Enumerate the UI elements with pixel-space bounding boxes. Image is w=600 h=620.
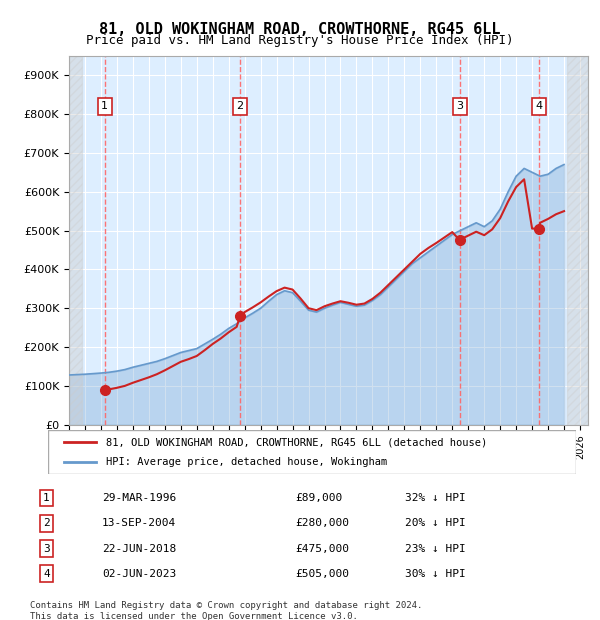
Bar: [69, 56, 82, 425]
Text: 4: 4: [43, 569, 50, 578]
Text: £505,000: £505,000: [295, 569, 349, 578]
Text: Price paid vs. HM Land Registry's House Price Index (HPI): Price paid vs. HM Land Registry's House …: [86, 34, 514, 47]
Text: 81, OLD WOKINGHAM ROAD, CROWTHORNE, RG45 6LL (detached house): 81, OLD WOKINGHAM ROAD, CROWTHORNE, RG45…: [106, 437, 487, 447]
FancyBboxPatch shape: [48, 430, 576, 474]
Text: 22-JUN-2018: 22-JUN-2018: [102, 544, 176, 554]
Text: 81, OLD WOKINGHAM ROAD, CROWTHORNE, RG45 6LL: 81, OLD WOKINGHAM ROAD, CROWTHORNE, RG45…: [99, 22, 501, 37]
Text: 2: 2: [236, 101, 244, 111]
Text: 1: 1: [101, 101, 108, 111]
Bar: [567, 56, 588, 425]
Text: £280,000: £280,000: [295, 518, 349, 528]
Text: 30% ↓ HPI: 30% ↓ HPI: [406, 569, 466, 578]
Text: 29-MAR-1996: 29-MAR-1996: [102, 493, 176, 503]
Text: 4: 4: [535, 101, 542, 111]
Text: 3: 3: [43, 544, 50, 554]
Text: 1: 1: [43, 493, 50, 503]
Text: 02-JUN-2023: 02-JUN-2023: [102, 569, 176, 578]
Text: 13-SEP-2004: 13-SEP-2004: [102, 518, 176, 528]
Text: HPI: Average price, detached house, Wokingham: HPI: Average price, detached house, Woki…: [106, 457, 388, 467]
Text: 20% ↓ HPI: 20% ↓ HPI: [406, 518, 466, 528]
Text: 2: 2: [43, 518, 50, 528]
Text: 32% ↓ HPI: 32% ↓ HPI: [406, 493, 466, 503]
Text: £89,000: £89,000: [295, 493, 342, 503]
Text: £475,000: £475,000: [295, 544, 349, 554]
Text: 3: 3: [456, 101, 463, 111]
Text: 23% ↓ HPI: 23% ↓ HPI: [406, 544, 466, 554]
Text: Contains HM Land Registry data © Crown copyright and database right 2024.
This d: Contains HM Land Registry data © Crown c…: [30, 601, 422, 620]
